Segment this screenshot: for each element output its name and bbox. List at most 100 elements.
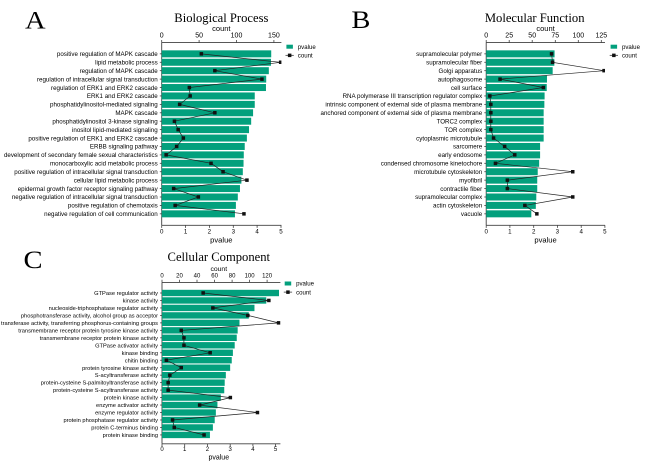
svg-text:kinase activity: kinase activity xyxy=(123,299,159,305)
svg-text:1: 1 xyxy=(183,447,187,453)
svg-text:5: 5 xyxy=(603,229,607,236)
svg-text:transmembrane receptor protein: transmembrane receptor protein tyrosine … xyxy=(18,328,158,334)
svg-text:50: 50 xyxy=(528,32,536,39)
svg-text:Golgi apparatus: Golgi apparatus xyxy=(439,68,483,75)
svg-text:condensed chromosome kinetocho: condensed chromosome kinetochore xyxy=(381,161,483,168)
svg-text:monocarboxylic acid metabolic: monocarboxylic acid metabolic process xyxy=(50,161,158,168)
svg-text:supramolecular polymer: supramolecular polymer xyxy=(416,51,482,58)
svg-text:phosphatidylinositol 3-kinase: phosphatidylinositol 3-kinase signaling xyxy=(52,118,158,125)
svg-text:nucleoside-triphosphatase regu: nucleoside-triphosphatase regulator acti… xyxy=(49,306,159,312)
svg-text:supramolecular complex: supramolecular complex xyxy=(415,194,483,201)
svg-text:GTPase regulator activity: GTPase regulator activity xyxy=(94,291,158,297)
svg-text:count: count xyxy=(210,266,227,273)
svg-text:cell surface: cell surface xyxy=(451,85,483,92)
svg-text:regulation of MAPK cascade: regulation of MAPK cascade xyxy=(80,68,159,75)
svg-text:cytoplasmic microtubule: cytoplasmic microtubule xyxy=(416,135,483,142)
svg-text:pvalue: pvalue xyxy=(208,455,229,462)
svg-text:RNA polymerase III transcripti: RNA polymerase III transcription regulat… xyxy=(343,93,484,100)
svg-text:1: 1 xyxy=(184,229,188,236)
svg-text:120: 120 xyxy=(262,274,273,280)
svg-text:enzyme activator activity: enzyme activator activity xyxy=(96,403,158,409)
svg-text:100: 100 xyxy=(245,274,256,280)
svg-text:150: 150 xyxy=(268,32,280,39)
svg-text:regulation of intracellular si: regulation of intracellular signal trans… xyxy=(37,76,158,83)
svg-text:4: 4 xyxy=(579,229,583,236)
svg-text:inositol lipid-mediated signal: inositol lipid-mediated signaling xyxy=(72,127,158,134)
svg-text:100: 100 xyxy=(231,32,243,39)
svg-text:C: C xyxy=(24,245,43,273)
svg-text:20: 20 xyxy=(176,274,183,280)
svg-text:cellular lipid metabolic proce: cellular lipid metabolic process xyxy=(74,177,158,184)
svg-text:pvalue: pvalue xyxy=(296,281,315,288)
svg-text:0: 0 xyxy=(484,32,488,39)
svg-text:40: 40 xyxy=(194,274,201,280)
svg-text:MAPK cascade: MAPK cascade xyxy=(115,110,158,117)
svg-text:60: 60 xyxy=(211,274,218,280)
svg-text:0: 0 xyxy=(484,229,488,236)
svg-text:0: 0 xyxy=(160,447,164,453)
svg-text:GTPase activator activity: GTPase activator activity xyxy=(95,343,158,349)
svg-text:pvalue: pvalue xyxy=(622,44,641,51)
svg-text:vacuole: vacuole xyxy=(461,211,483,218)
svg-text:ERBB signaling pathway: ERBB signaling pathway xyxy=(90,144,159,151)
svg-text:4: 4 xyxy=(255,229,259,236)
svg-text:protein-cysteine S-palmitoyltr: protein-cysteine S-palmitoyltransferase … xyxy=(41,381,158,387)
svg-text:sarcomere: sarcomere xyxy=(453,144,483,151)
svg-text:positive regulation of chemota: positive regulation of chemotaxis xyxy=(68,203,158,210)
svg-text:A: A xyxy=(25,6,46,34)
svg-text:3: 3 xyxy=(556,229,560,236)
svg-text:protein phosphatase regulator: protein phosphatase regulator activity xyxy=(63,418,158,424)
svg-text:count: count xyxy=(298,53,313,60)
svg-text:B: B xyxy=(351,6,370,34)
svg-text:lipid metabolic process: lipid metabolic process xyxy=(95,60,158,67)
svg-text:2: 2 xyxy=(532,229,536,236)
svg-text:0: 0 xyxy=(160,32,164,39)
svg-text:5: 5 xyxy=(274,447,278,453)
svg-text:negative regulation of cell co: negative regulation of cell communicatio… xyxy=(44,211,158,218)
svg-text:autophagosome: autophagosome xyxy=(438,76,483,83)
svg-text:phosphotransferase activity, a: phosphotransferase activity, alcohol gro… xyxy=(21,313,158,319)
svg-text:contractile fiber: contractile fiber xyxy=(440,186,482,193)
svg-text:kinase binding: kinase binding xyxy=(122,351,158,357)
svg-text:count: count xyxy=(536,24,555,33)
svg-text:microtubule cytoskeleton: microtubule cytoskeleton xyxy=(414,169,483,176)
svg-text:2: 2 xyxy=(206,447,210,453)
svg-text:100: 100 xyxy=(572,32,584,39)
svg-text:protein kinase binding: protein kinase binding xyxy=(103,433,158,439)
svg-text:enzyme regulator activity: enzyme regulator activity xyxy=(95,411,158,417)
svg-text:ERK1 and ERK2 cascade: ERK1 and ERK2 cascade xyxy=(87,93,158,100)
svg-text:protein tyrosine kinase activi: protein tyrosine kinase activity xyxy=(82,366,158,372)
svg-text:S-acyltransferase activity: S-acyltransferase activity xyxy=(95,373,158,379)
svg-text:75: 75 xyxy=(551,32,559,39)
svg-text:myofibril: myofibril xyxy=(459,177,482,184)
svg-text:epidermal growth factor recept: epidermal growth factor receptor signali… xyxy=(18,186,159,193)
svg-text:protein C-terminus binding: protein C-terminus binding xyxy=(91,426,158,432)
svg-text:pvalue: pvalue xyxy=(298,44,317,51)
svg-text:pvalue: pvalue xyxy=(534,236,556,245)
svg-text:regulation of ERK1 and ERK2 ca: regulation of ERK1 and ERK2 cascade xyxy=(51,85,158,92)
svg-text:count: count xyxy=(296,289,311,296)
svg-text:count: count xyxy=(622,53,637,60)
svg-text:0: 0 xyxy=(160,274,164,280)
svg-text:positive regulation of MAPK ca: positive regulation of MAPK cascade xyxy=(57,51,158,58)
svg-text:actin cytoskeleton: actin cytoskeleton xyxy=(433,203,483,210)
svg-text:TORC2 complex: TORC2 complex xyxy=(437,118,484,125)
svg-text:125: 125 xyxy=(595,32,607,39)
svg-text:development of secondary femal: development of secondary female sexual c… xyxy=(4,152,158,159)
svg-text:phosphatidylinositol-mediated: phosphatidylinositol-mediated signaling xyxy=(50,102,158,109)
svg-text:positive regulation of intrace: positive regulation of intracellular sig… xyxy=(14,169,158,176)
svg-text:1: 1 xyxy=(508,229,512,236)
svg-text:positive regulation of ERK1 an: positive regulation of ERK1 and ERK2 cas… xyxy=(28,135,158,142)
svg-text:0: 0 xyxy=(160,229,164,236)
svg-text:early endosome: early endosome xyxy=(438,152,483,159)
svg-text:protein kinase activity: protein kinase activity xyxy=(104,396,159,402)
svg-text:Cellular Component: Cellular Component xyxy=(168,250,271,264)
svg-text:25: 25 xyxy=(505,32,513,39)
svg-text:intrinsic component of externa: intrinsic component of external side of … xyxy=(325,102,482,109)
svg-text:80: 80 xyxy=(229,274,236,280)
svg-text:negative regulation of intrace: negative regulation of intracellular sig… xyxy=(12,194,158,201)
svg-text:supramolecular fiber: supramolecular fiber xyxy=(426,60,482,67)
svg-text:transferase activity, transfer: transferase activity, transferring phosp… xyxy=(1,321,158,327)
svg-text:2: 2 xyxy=(208,229,212,236)
svg-text:chitin binding: chitin binding xyxy=(125,358,158,364)
